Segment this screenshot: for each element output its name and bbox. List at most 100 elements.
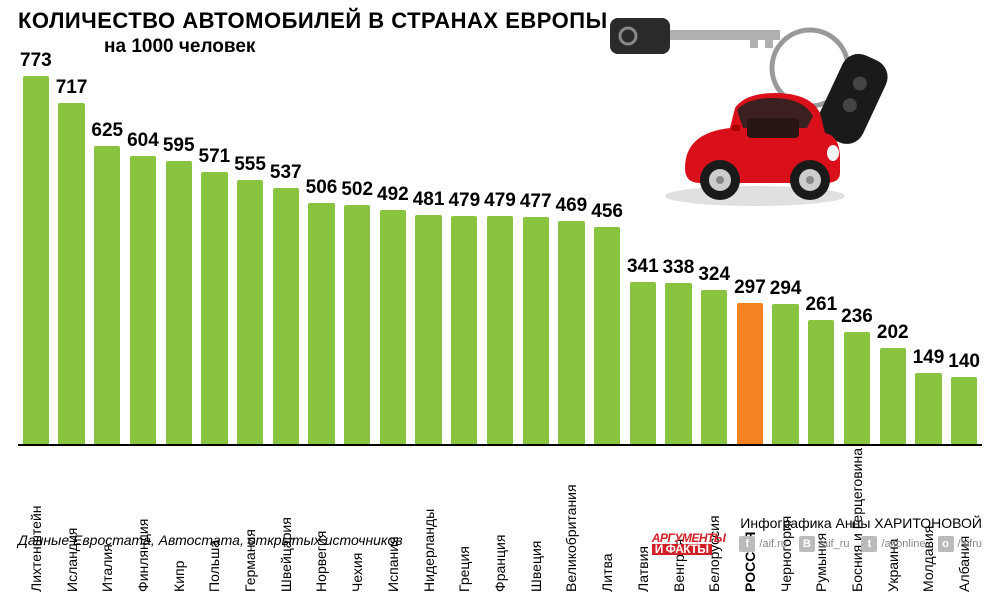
bar-col: 341 — [626, 50, 660, 444]
bar — [915, 373, 941, 444]
bar-label: Франция — [493, 448, 507, 592]
bar-value: 149 — [913, 347, 945, 369]
bar — [880, 348, 906, 444]
bar-value: 595 — [163, 135, 195, 157]
bar-col: 297 — [733, 50, 767, 444]
bar-label: Кипр — [172, 448, 186, 592]
label-col: Швейцария — [269, 448, 303, 592]
bar — [94, 146, 120, 444]
bar — [380, 210, 406, 444]
bar — [415, 215, 441, 444]
label-col: Латвия — [626, 448, 660, 592]
bar — [201, 172, 227, 444]
bar — [237, 180, 263, 444]
bar — [273, 188, 299, 444]
bar-value: 625 — [91, 120, 123, 142]
bar — [951, 377, 977, 444]
label-col: Белоруссия — [697, 448, 731, 592]
bar — [558, 221, 584, 444]
bar — [772, 304, 798, 444]
bar-value: 604 — [127, 130, 159, 152]
bar-label: Литва — [600, 448, 614, 592]
social-handle: /aifonline — [881, 538, 925, 550]
bar-value: 506 — [306, 177, 338, 199]
social-link: t/aifonline — [861, 536, 925, 552]
bar — [808, 320, 834, 444]
bar — [451, 216, 477, 444]
credit-text: Инфографика Анны ХАРИТОНОВОЙ — [740, 515, 982, 531]
bar-col: 456 — [590, 50, 624, 444]
logo-bottom: И ФАКТЫ — [652, 544, 712, 555]
label-col: Франция — [483, 448, 517, 592]
bar-value: 456 — [591, 201, 623, 223]
bar-col: 571 — [198, 50, 232, 444]
bar-col: 506 — [305, 50, 339, 444]
bar-col: 604 — [126, 50, 160, 444]
bar-col: 555 — [233, 50, 267, 444]
bar-value: 537 — [270, 162, 302, 184]
bar — [344, 205, 370, 444]
bar-value: 773 — [20, 50, 52, 72]
bar — [166, 161, 192, 444]
bar-label: Швейцария — [279, 448, 293, 592]
label-col: Испания — [376, 448, 410, 592]
bar-label: Чехия — [350, 448, 364, 592]
bar — [130, 156, 156, 444]
bar-label: Великобритания — [564, 448, 578, 592]
bar-col: 595 — [162, 50, 196, 444]
label-col: Нидерланды — [412, 448, 446, 592]
bar-value: 469 — [556, 195, 588, 217]
bar — [737, 303, 763, 444]
bar-label: Норвегия — [314, 448, 328, 592]
bar-col: 481 — [412, 50, 446, 444]
label-col: Великобритания — [555, 448, 589, 592]
bar-col: 502 — [340, 50, 374, 444]
bar-label: Нидерланды — [422, 448, 436, 592]
bar-value: 324 — [698, 264, 730, 286]
social-links: f/aif.ruB/aif_rut/aifonlineo/aifru — [739, 536, 982, 552]
bar-value: 481 — [413, 189, 445, 211]
bar-chart: 7737176256045955715555375065024924814794… — [18, 50, 982, 446]
bar — [487, 216, 513, 444]
bar-col: 261 — [804, 50, 838, 444]
bar-label: Швеция — [529, 448, 543, 592]
bar-col: 773 — [19, 50, 53, 444]
bar — [308, 203, 334, 444]
label-col: Венгрия — [662, 448, 696, 592]
bar — [594, 227, 620, 444]
vk-icon: B — [799, 536, 815, 552]
bar-col: 202 — [876, 50, 910, 444]
social-handle: /aifru — [958, 538, 982, 550]
bar — [523, 217, 549, 444]
label-col: Италия — [90, 448, 124, 592]
bar-col: 492 — [376, 50, 410, 444]
bar-value: 492 — [377, 184, 409, 206]
label-col: Кипр — [162, 448, 196, 592]
bar-col: 477 — [519, 50, 553, 444]
label-col: Исландия — [55, 448, 89, 592]
bar-value: 297 — [734, 277, 766, 299]
bar-col: 140 — [947, 50, 981, 444]
bar-value: 202 — [877, 322, 909, 344]
bar-label: Испания — [386, 448, 400, 592]
ok-icon: o — [938, 536, 954, 552]
footer: АРГУМЕНТЫ И ФАКТЫ f/aif.ruB/aif_rut/aifo… — [652, 533, 982, 555]
bar-value: 236 — [841, 306, 873, 328]
label-col: Литва — [590, 448, 624, 592]
bar-col: 479 — [447, 50, 481, 444]
social-link: B/aif_ru — [799, 536, 850, 552]
bar-value: 571 — [199, 146, 231, 168]
bar-value: 341 — [627, 256, 659, 278]
social-handle: /aif_ru — [819, 538, 850, 550]
bar-col: 324 — [697, 50, 731, 444]
label-col: Польша — [198, 448, 232, 592]
bar-value: 261 — [805, 294, 837, 316]
bar-value: 479 — [448, 190, 480, 212]
chart-title: КОЛИЧЕСТВО АВТОМОБИЛЕЙ В СТРАНАХ ЕВРОПЫ — [18, 8, 608, 34]
bar-label: Греция — [457, 448, 471, 592]
bar-label: Польша — [207, 448, 221, 592]
bar-value: 477 — [520, 191, 552, 213]
bar-value: 294 — [770, 278, 802, 300]
bar — [844, 332, 870, 444]
bar-label: Финляндия — [136, 448, 150, 592]
